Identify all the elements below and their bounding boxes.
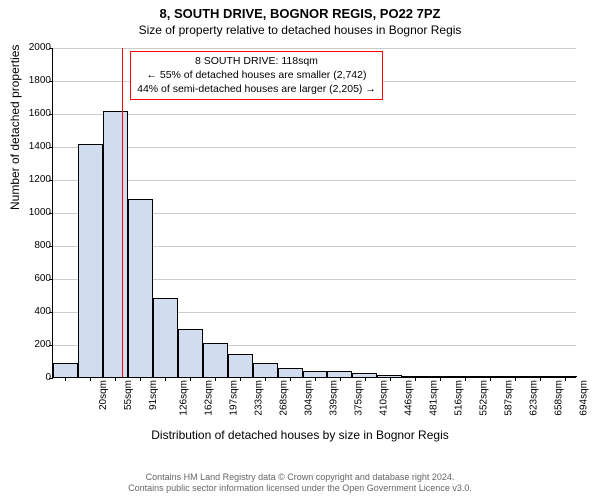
xtick-label: 20sqm xyxy=(98,380,109,410)
histogram-bar xyxy=(278,368,303,377)
ytick-label: 1000 xyxy=(11,208,51,218)
ytick-label: 1600 xyxy=(11,109,51,119)
ytick-label: 0 xyxy=(11,373,51,383)
annotation-line-1: 8 SOUTH DRIVE: 118sqm xyxy=(137,54,376,68)
xtick-label: 162sqm xyxy=(204,380,215,416)
histogram-bar xyxy=(153,298,178,377)
xtick-mark xyxy=(415,377,416,381)
ytick-label: 400 xyxy=(11,307,51,317)
xtick-mark xyxy=(315,377,316,381)
gridline xyxy=(53,147,576,148)
ytick-label: 200 xyxy=(11,340,51,350)
histogram-bar xyxy=(128,199,153,377)
x-axis-label: Distribution of detached houses by size … xyxy=(0,428,600,442)
xtick-label: 91sqm xyxy=(148,380,159,410)
xtick-mark xyxy=(240,377,241,381)
ytick-label: 1200 xyxy=(11,175,51,185)
ytick-label: 600 xyxy=(11,274,51,284)
xtick-mark xyxy=(115,377,116,381)
ytick-label: 800 xyxy=(11,241,51,251)
xtick-mark xyxy=(190,377,191,381)
page-title: 8, SOUTH DRIVE, BOGNOR REGIS, PO22 7PZ xyxy=(0,6,600,21)
xtick-label: 55sqm xyxy=(123,380,134,410)
annotation-line-3: 44% of semi-detached houses are larger (… xyxy=(137,82,376,96)
xtick-label: 233sqm xyxy=(254,380,265,416)
xtick-mark xyxy=(265,377,266,381)
gridline xyxy=(53,48,576,49)
xtick-mark xyxy=(440,377,441,381)
xtick-label: 375sqm xyxy=(354,380,365,416)
histogram-bar xyxy=(228,354,253,377)
xtick-label: 126sqm xyxy=(179,380,190,416)
xtick-mark xyxy=(215,377,216,381)
xtick-label: 481sqm xyxy=(428,380,439,416)
footer-line-2: Contains public sector information licen… xyxy=(0,483,600,494)
plot-area: 02004006008001000120014001600180020008 S… xyxy=(52,48,576,378)
xtick-label: 268sqm xyxy=(279,380,290,416)
xtick-mark xyxy=(140,377,141,381)
xtick-label: 197sqm xyxy=(229,380,240,416)
y-axis-label: Number of detached properties xyxy=(8,45,22,210)
xtick-label: 694sqm xyxy=(578,380,589,416)
histogram-bar xyxy=(178,329,203,377)
ytick-label: 1800 xyxy=(11,76,51,86)
annotation-line-2: ← 55% of detached houses are smaller (2,… xyxy=(137,68,376,82)
xtick-mark xyxy=(340,377,341,381)
ytick-label: 1400 xyxy=(11,142,51,152)
histogram-chart: 02004006008001000120014001600180020008 S… xyxy=(52,48,576,418)
xtick-mark xyxy=(540,377,541,381)
xtick-label: 516sqm xyxy=(453,380,464,416)
annotation-box: 8 SOUTH DRIVE: 118sqm← 55% of detached h… xyxy=(130,51,383,100)
xtick-mark xyxy=(565,377,566,381)
xtick-mark xyxy=(290,377,291,381)
ytick-label: 2000 xyxy=(11,43,51,53)
gridline xyxy=(53,180,576,181)
xtick-label: 304sqm xyxy=(304,380,315,416)
xtick-label: 552sqm xyxy=(478,380,489,416)
subject-marker-line xyxy=(122,48,123,377)
xtick-label: 587sqm xyxy=(503,380,514,416)
histogram-bar xyxy=(53,363,78,377)
xtick-label: 410sqm xyxy=(379,380,390,416)
xtick-label: 623sqm xyxy=(528,380,539,416)
histogram-bar xyxy=(253,363,278,377)
xtick-label: 339sqm xyxy=(329,380,340,416)
xtick-mark xyxy=(365,377,366,381)
xtick-label: 446sqm xyxy=(403,380,414,416)
page-subtitle: Size of property relative to detached ho… xyxy=(0,23,600,37)
footer-line-1: Contains HM Land Registry data © Crown c… xyxy=(0,472,600,483)
xtick-mark xyxy=(515,377,516,381)
xtick-mark xyxy=(165,377,166,381)
xtick-mark xyxy=(465,377,466,381)
xtick-mark xyxy=(390,377,391,381)
histogram-bar xyxy=(78,144,103,377)
xtick-mark xyxy=(490,377,491,381)
histogram-bar xyxy=(203,343,228,377)
xtick-label: 658sqm xyxy=(553,380,564,416)
xtick-mark xyxy=(65,377,66,381)
gridline xyxy=(53,114,576,115)
attribution-footer: Contains HM Land Registry data © Crown c… xyxy=(0,472,600,494)
histogram-bar xyxy=(103,111,128,377)
xtick-mark xyxy=(90,377,91,381)
